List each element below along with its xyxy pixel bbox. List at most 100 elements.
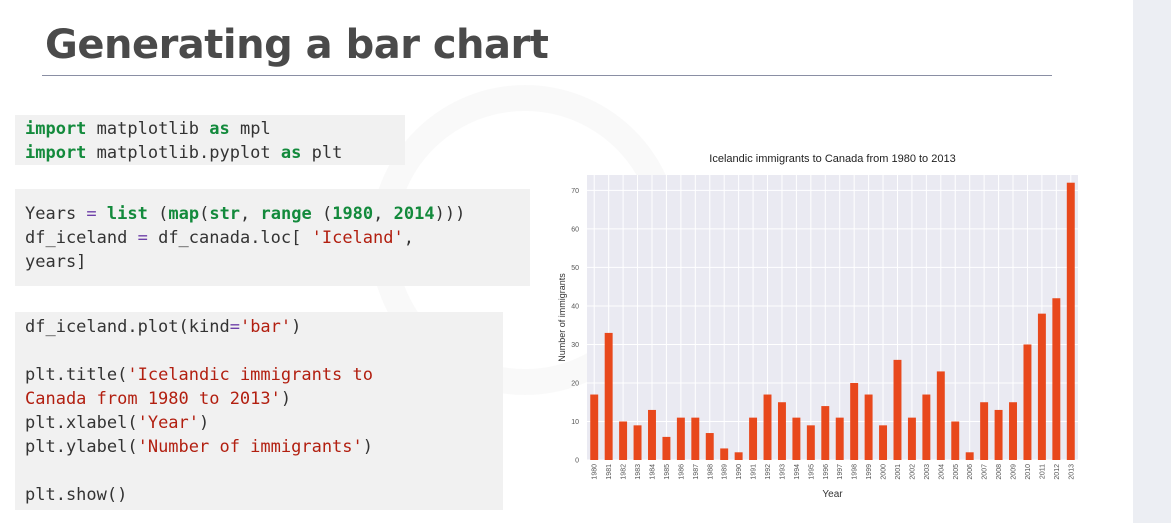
bar <box>951 421 960 460</box>
bar <box>879 425 888 460</box>
code-text: ) <box>280 389 292 409</box>
code-text: years] <box>25 252 87 272</box>
x-tick-label: 2011 <box>1039 464 1046 479</box>
x-tick-label: 2010 <box>1025 464 1032 480</box>
code-keyword: import <box>25 119 87 139</box>
code-text: df_canada.loc[ <box>147 228 312 248</box>
code-text: ) <box>199 413 210 433</box>
code-text: plt.title( <box>25 365 128 385</box>
bar <box>619 421 628 460</box>
code-text: plt.xlabel( <box>25 413 138 433</box>
code-string: 'Year' <box>137 413 200 433</box>
code-blank-line <box>25 459 503 483</box>
code-line: import matplotlib.pyplot as plt <box>25 141 405 165</box>
bar <box>633 425 642 460</box>
x-tick-label: 1985 <box>664 464 671 480</box>
title-divider <box>42 75 1052 76</box>
bar <box>893 359 902 460</box>
x-tick-label: 1987 <box>693 464 700 480</box>
x-tick-label: 1992 <box>765 464 772 480</box>
bar <box>850 382 859 460</box>
code-keyword: as <box>209 119 230 139</box>
x-tick-label: 1981 <box>606 464 613 480</box>
bar <box>864 394 873 460</box>
code-line: df_iceland = df_canada.loc[ 'Iceland', <box>25 226 530 250</box>
code-line: Canada from 1980 to 2013') <box>25 387 503 411</box>
code-text: ( <box>199 204 210 224</box>
code-text: , <box>373 204 394 224</box>
bar <box>980 402 989 460</box>
x-tick-label: 2001 <box>895 464 902 480</box>
y-tick-label: 40 <box>571 303 579 310</box>
bar-chart: 0 10 20 30 40 50 60 70 1980 1981 1982 1983 1984 1985 1… <box>557 153 1078 500</box>
x-tick-label: 1997 <box>837 464 844 480</box>
right-side-panel <box>1133 0 1171 523</box>
bar <box>1023 344 1032 460</box>
code-operator: = <box>137 228 148 248</box>
bar <box>821 406 830 460</box>
code-text: ))) <box>434 204 466 224</box>
code-text: ( <box>311 204 333 224</box>
bar <box>676 417 685 460</box>
code-line: import matplotlib as mpl <box>25 117 405 141</box>
bar <box>705 433 714 460</box>
code-builtin: range <box>260 204 312 224</box>
code-text: , <box>240 204 261 224</box>
bar <box>965 452 974 460</box>
code-string: 'Icelandic immigrants to <box>127 365 373 385</box>
slide-title: Generating a bar chart <box>45 22 549 68</box>
x-tick-label: 2013 <box>1068 464 1075 480</box>
code-text <box>97 204 107 224</box>
bar <box>922 394 931 460</box>
code-blank-line <box>25 339 503 363</box>
code-text: plt <box>301 143 343 163</box>
code-line: df_iceland.plot(kind='bar') <box>25 315 503 339</box>
code-text: mpl <box>229 119 271 139</box>
bar <box>835 417 844 460</box>
bar <box>763 394 772 460</box>
x-tick-label: 1982 <box>621 464 628 480</box>
code-number: 2014 <box>393 204 435 224</box>
x-tick-label: 1998 <box>852 464 859 480</box>
code-text: ) <box>291 317 302 337</box>
code-text: plt.show() <box>25 485 128 505</box>
code-line: years] <box>25 250 530 274</box>
code-line: plt.xlabel('Year') <box>25 411 503 435</box>
code-string: 'Number of immigrants' <box>137 437 363 457</box>
code-line: plt.show() <box>25 483 503 507</box>
x-tick-label: 2007 <box>982 464 989 480</box>
y-tick-label: 10 <box>571 419 579 426</box>
code-block-data-prep: Years = list (map(str, range (1980, 2014… <box>15 189 530 286</box>
x-tick-label: 1991 <box>751 464 758 480</box>
code-builtin: map <box>168 204 200 224</box>
x-tick-label: 2004 <box>938 464 945 480</box>
chart-title: Icelandic immigrants to Canada from 1980… <box>709 153 955 165</box>
code-string: 'Iceland' <box>311 228 404 248</box>
code-text: Years <box>25 204 87 224</box>
bar <box>1009 402 1017 460</box>
x-tick-label: 2000 <box>881 464 888 480</box>
code-line: plt.ylabel('Number of immigrants') <box>25 435 503 459</box>
code-line: Years = list (map(str, range (1980, 2014… <box>25 202 530 226</box>
code-block-imports: import matplotlib as mpl import matplotl… <box>15 115 405 165</box>
code-text: df_iceland.plot(kind <box>25 317 230 337</box>
code-number: 1980 <box>332 204 374 224</box>
code-text: matplotlib.pyplot <box>86 143 281 163</box>
x-tick-label: 1993 <box>779 464 786 480</box>
bar <box>994 409 1003 460</box>
x-tick-label: 1994 <box>794 464 801 480</box>
bar <box>777 402 786 460</box>
code-operator: = <box>86 204 97 224</box>
x-tick-label: 1999 <box>866 464 873 480</box>
bar <box>590 394 599 460</box>
bar <box>1052 298 1061 460</box>
x-axis-label: Year <box>822 489 843 500</box>
y-tick-label: 20 <box>571 380 579 387</box>
x-tick-label: 2006 <box>967 464 974 480</box>
x-tick-label: 2008 <box>996 464 1003 480</box>
x-tick-label: 2003 <box>924 464 931 480</box>
bar <box>1066 182 1075 460</box>
bar <box>720 448 729 460</box>
bar <box>749 417 758 460</box>
x-tick-label: 1986 <box>678 464 685 480</box>
